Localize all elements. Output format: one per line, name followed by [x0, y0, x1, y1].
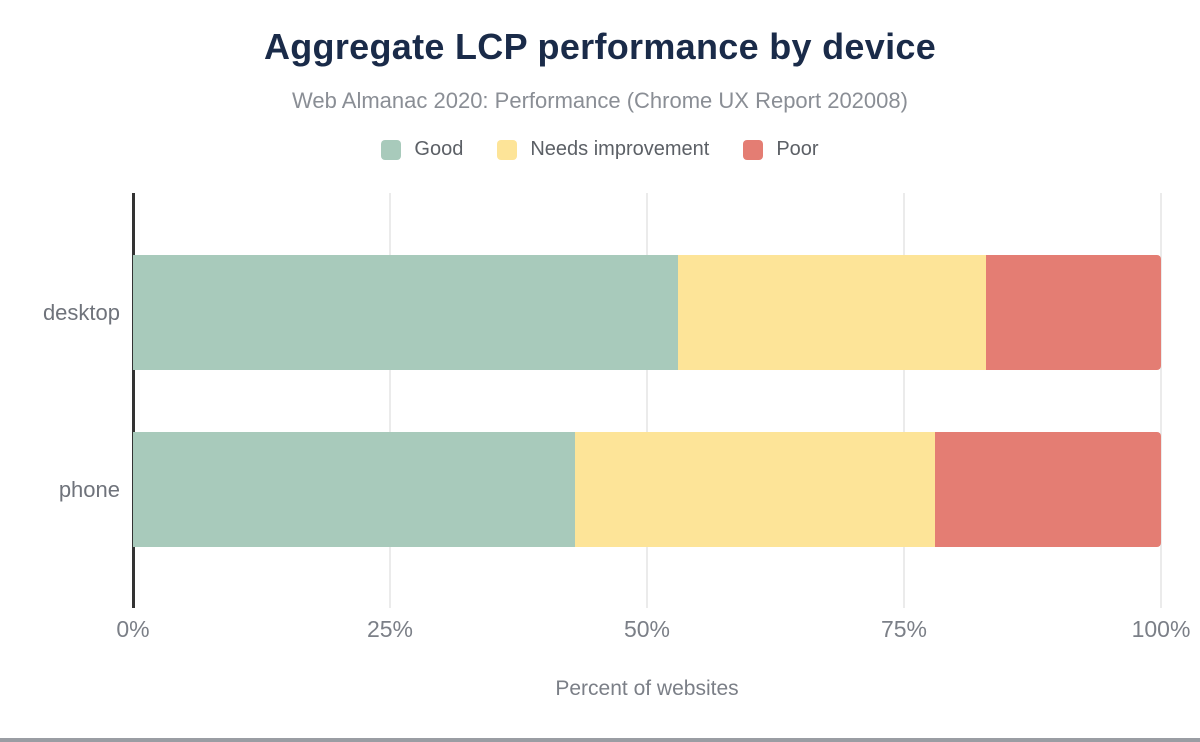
- bar-segment-desktop-good[interactable]: [133, 255, 678, 370]
- bar-segment-desktop-poor[interactable]: [986, 255, 1161, 370]
- y-axis-label-phone: phone: [58, 476, 120, 502]
- bar-desktop: [133, 255, 1161, 370]
- legend-swatch-needs-improvement: [497, 139, 518, 160]
- legend-label: Good: [414, 138, 464, 160]
- legend: Good Needs improvement Poor: [0, 138, 1200, 161]
- gridline-25pct: [389, 193, 391, 608]
- bar-segment-phone-poor[interactable]: [934, 432, 1161, 547]
- legend-label: Needs improvement: [530, 138, 710, 160]
- legend-item-good[interactable]: Good: [381, 138, 463, 161]
- x-axis-tick-75pct: 75%: [880, 616, 928, 642]
- legend-swatch-good: [381, 139, 402, 160]
- gridline-50pct: [646, 193, 648, 608]
- x-axis-tick-25pct: 25%: [366, 616, 414, 642]
- chart-subtitle: Web Almanac 2020: Performance (Chrome UX…: [292, 88, 908, 113]
- legend-item-poor[interactable]: Poor: [743, 138, 819, 161]
- legend-swatch-poor: [743, 139, 764, 160]
- y-axis-label-desktop: desktop: [42, 299, 120, 325]
- x-axis-title: Percent of websites: [555, 677, 739, 700]
- chart-plot-area: [131, 193, 1162, 608]
- y-axis-line: [131, 193, 135, 608]
- x-axis-tick-100pct: 100%: [1131, 616, 1191, 642]
- gridline-75pct: [903, 193, 905, 608]
- bar-segment-phone-needs-improvement[interactable]: [575, 432, 935, 547]
- bar-segment-desktop-needs-improvement[interactable]: [677, 255, 987, 370]
- legend-item-needs-improvement[interactable]: Needs improvement: [497, 138, 709, 161]
- bottom-divider: [0, 738, 1200, 742]
- x-axis-tick-0pct: 0%: [116, 616, 150, 642]
- bar-phone: [133, 432, 1161, 547]
- gridline-100pct: [1160, 193, 1162, 608]
- chart-title: Aggregate LCP performance by device: [263, 26, 937, 67]
- bar-segment-phone-good[interactable]: [133, 432, 576, 547]
- x-axis-tick-50pct: 50%: [623, 616, 671, 642]
- legend-label: Poor: [776, 138, 819, 160]
